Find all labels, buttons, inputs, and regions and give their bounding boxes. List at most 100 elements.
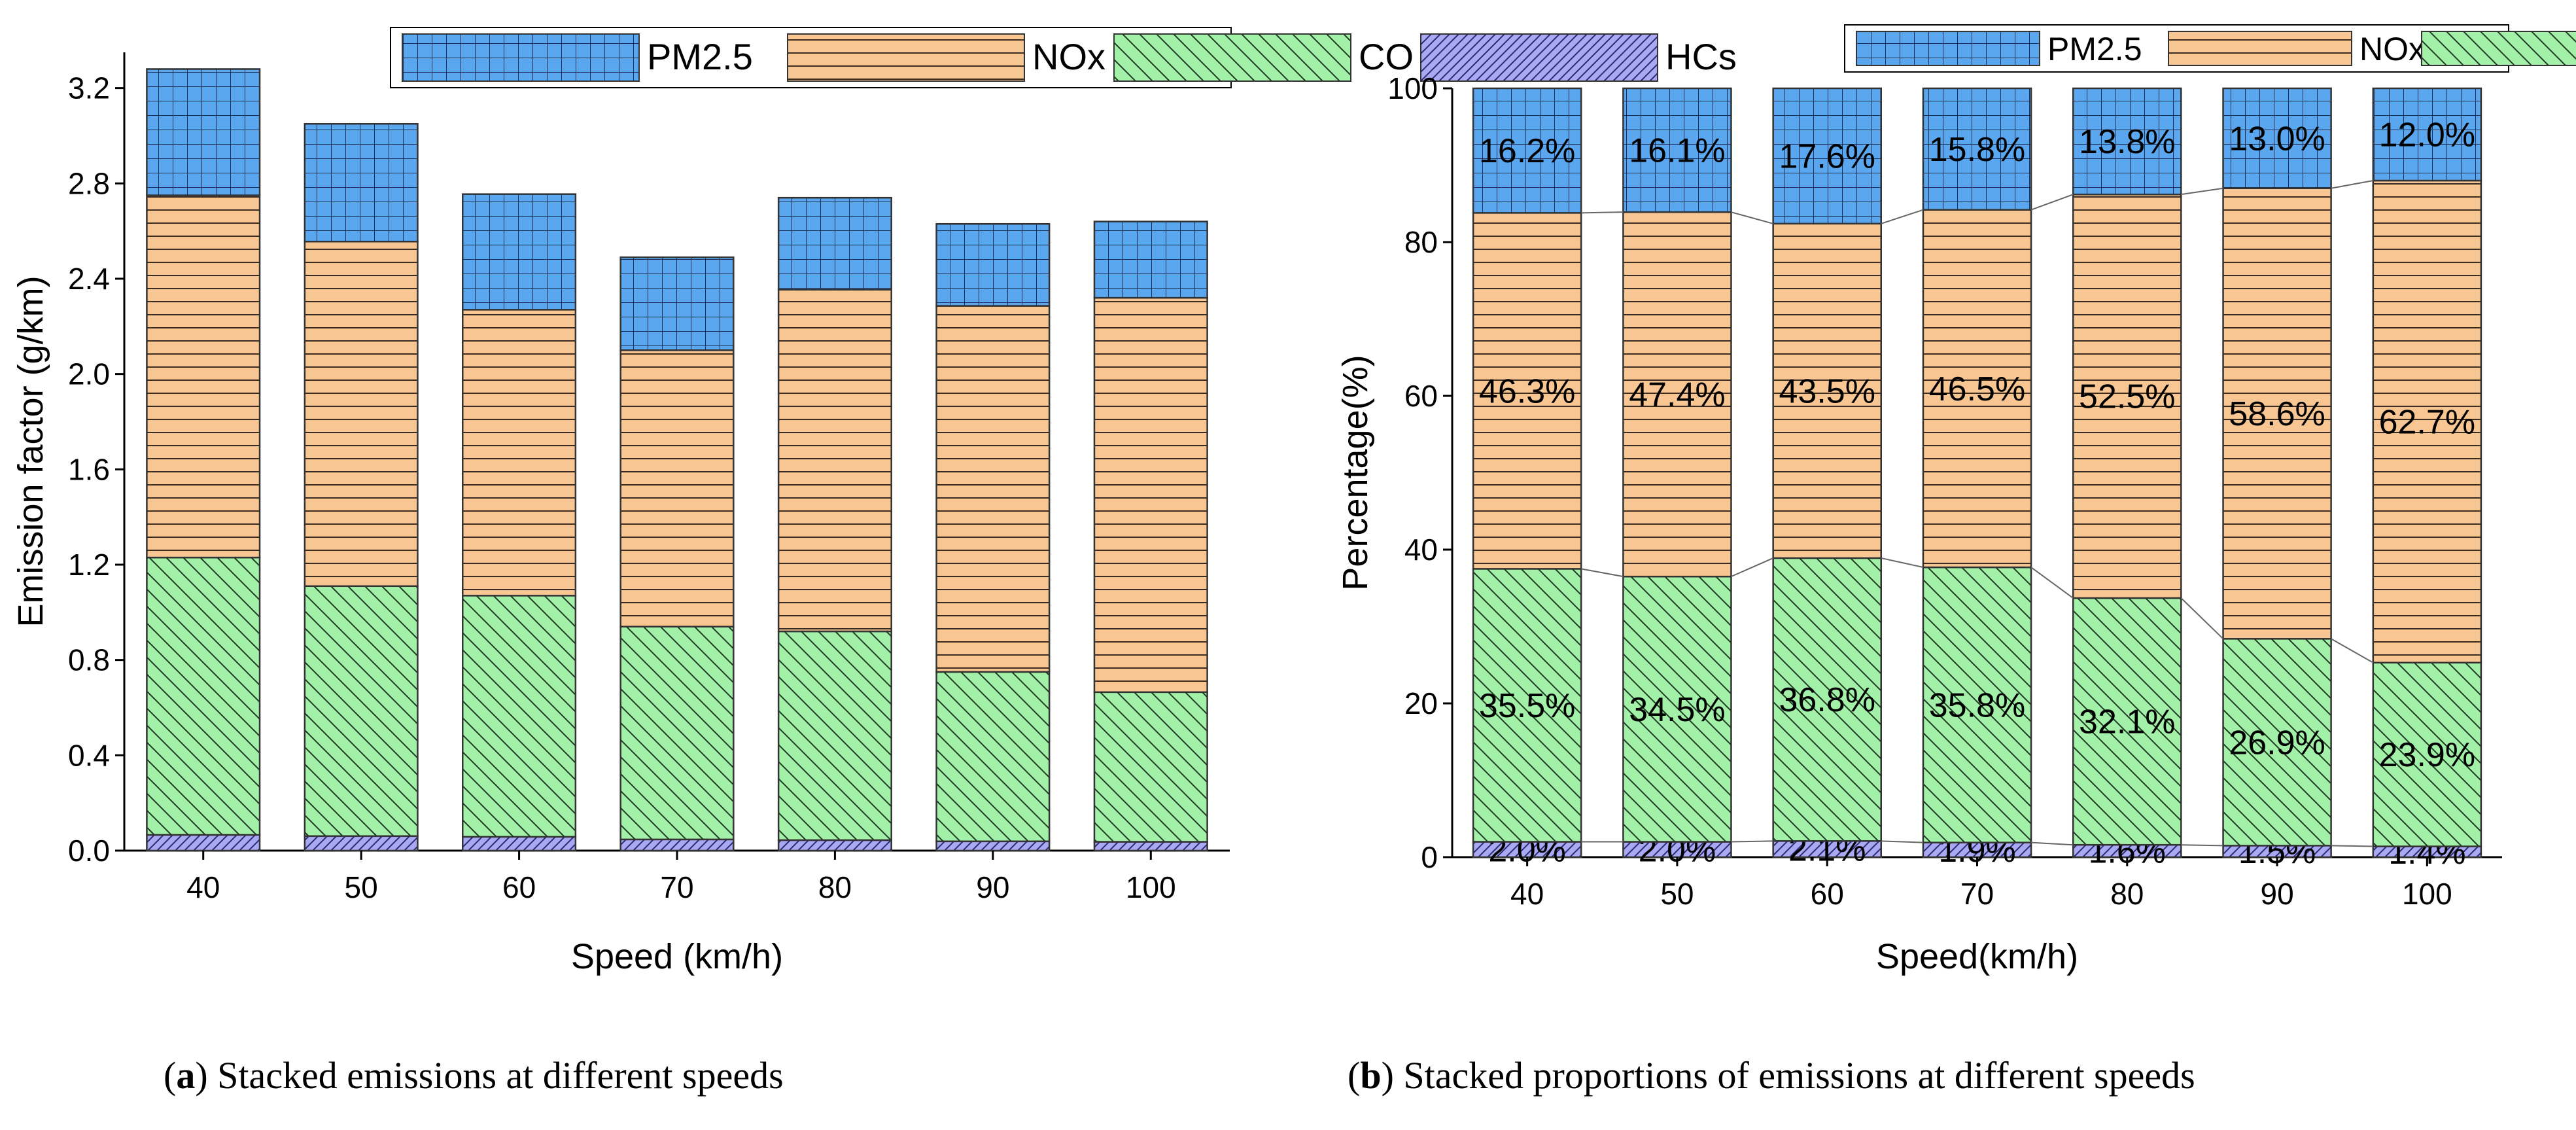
bar-co-70 — [1922, 566, 2032, 843]
y-tick-label: 80 — [1404, 225, 1438, 259]
caption-a: (a) Stacked emissions at different speed… — [164, 1054, 784, 1097]
x-tick-label: 90 — [976, 870, 1009, 904]
legend-swatch-co — [1113, 33, 1351, 82]
legend-label-pm25: PM2.5 — [2047, 31, 2142, 67]
data-label: 17.6% — [1779, 137, 1875, 175]
bar-pm25-90 — [2222, 87, 2332, 189]
legend-swatch-pm25 — [402, 33, 640, 82]
bar-pm25-70 — [1922, 87, 2032, 211]
bar-hcs-60 — [1772, 840, 1883, 858]
connector-line — [2030, 841, 2074, 846]
data-label: 26.9% — [2229, 724, 2325, 762]
data-label: 23.9% — [2379, 736, 2475, 774]
data-label: 32.1% — [2079, 703, 2175, 741]
bar-nox-70 — [619, 349, 735, 627]
x-tick-label: 40 — [186, 870, 220, 904]
legend-label-pm25: PM2.5 — [647, 36, 753, 77]
x-tick-label: 100 — [2402, 877, 2452, 911]
y-tick-label: 20 — [1404, 686, 1438, 720]
connector-line — [1881, 840, 1923, 843]
bar-co-60 — [462, 595, 577, 838]
bar-nox-60 — [462, 309, 577, 597]
chart-a: 0.0 0.4 0.8 1.2 1.6 2.0 2.4 2.8 3.2 40 50 60 70 80 90 1… — [11, 27, 1737, 976]
bar-nox-50 — [1622, 211, 1732, 578]
data-label: 16.1% — [1629, 132, 1725, 170]
y-tick-label: 3.2 — [68, 71, 110, 105]
connector-line — [1581, 568, 1624, 578]
bar-nox-40 — [146, 194, 261, 559]
data-label: 58.6% — [2229, 395, 2325, 433]
caption-b-text: Stacked proportions of emissions at diff… — [1393, 1054, 2195, 1097]
bar-co-90 — [935, 671, 1051, 843]
y-tick-label: 2.0 — [68, 357, 110, 391]
data-label: 15.8% — [1929, 131, 2025, 169]
legend-label-nox: NOx — [2359, 31, 2425, 67]
x-tick-label: 70 — [1960, 877, 1994, 911]
y-tick-label: 2.8 — [68, 166, 110, 200]
data-label: 43.5% — [1779, 372, 1875, 410]
bar-pm25-50 — [304, 123, 419, 243]
connector-line — [2331, 180, 2373, 189]
caption-b-label: b — [1360, 1054, 1382, 1097]
y-tick-label: 2.4 — [68, 262, 110, 296]
y-tick-label: 0.8 — [68, 643, 110, 677]
bar-pm25-90 — [935, 222, 1051, 307]
bar-pm25-50 — [1622, 87, 1732, 213]
connector-line — [1881, 557, 1924, 569]
bar-nox-100 — [1093, 296, 1208, 694]
bar-nox-90 — [935, 305, 1051, 673]
x-tick-label: 40 — [1510, 877, 1544, 911]
bar-co-60 — [1772, 557, 1883, 842]
bar-pm25-60 — [462, 193, 577, 311]
x-tick-label: 60 — [1811, 877, 1844, 911]
bar-hcs-70 — [619, 838, 735, 852]
connector-line — [2181, 187, 2223, 196]
data-label: 13.0% — [2229, 120, 2325, 158]
data-label: 13.8% — [2079, 123, 2175, 161]
figure: 0.0 0.4 0.8 1.2 1.6 2.0 2.4 2.8 3.2 40 50 60 70 80 90 1… — [11, 24, 2576, 976]
x-axis-title: Speed (km/h) — [571, 937, 783, 976]
y-tick-label: 1.2 — [68, 548, 110, 582]
bar-nox-70 — [1922, 209, 2032, 569]
data-label: 34.5% — [1629, 691, 1725, 729]
bar-pm25-40 — [146, 68, 261, 196]
bar-pm25-60 — [1772, 87, 1883, 225]
caption-a-label: a — [176, 1054, 196, 1097]
bar-hcs-80 — [777, 839, 892, 852]
data-label: 46.5% — [1929, 370, 2025, 408]
legend-label-hcs: HCs — [1665, 36, 1737, 77]
data-label: 12.0% — [2379, 116, 2475, 154]
y-tick-label: 0.4 — [68, 738, 110, 772]
connector-line — [2331, 845, 2373, 847]
bar-co-90 — [2222, 638, 2332, 847]
caption-b: (b) Stacked proportions of emissions at … — [1348, 1054, 2195, 1097]
y-tick-label: 60 — [1404, 379, 1438, 413]
data-label: 35.8% — [1929, 686, 2025, 724]
y-axis-title: Emission factor (g/km) — [11, 275, 50, 627]
legend-label-co: CO — [1359, 36, 1414, 77]
y-tick-label: 40 — [1404, 533, 1438, 567]
bar-hcs-60 — [462, 836, 577, 852]
x-tick-label: 100 — [1126, 870, 1176, 904]
bar-hcs-50 — [304, 835, 419, 852]
connector-line — [1731, 557, 1774, 578]
bar-pm25-70 — [619, 256, 735, 351]
connector-line — [2180, 597, 2224, 640]
legend-swatch-hcs — [1420, 33, 1658, 82]
legend-swatch-nox — [2168, 31, 2352, 66]
bar-pm25-100 — [2372, 87, 2482, 182]
y-axis-title: Percentage(%) — [1336, 355, 1375, 590]
bar-co-100 — [2372, 662, 2482, 847]
legend-swatch-pm25 — [1856, 31, 2040, 66]
bar-co-70 — [619, 626, 735, 841]
bar-co-50 — [304, 585, 419, 838]
bar-co-80 — [2072, 597, 2182, 846]
bar-hcs-40 — [146, 834, 261, 852]
x-tick-label: 70 — [660, 870, 693, 904]
bar-nox-50 — [304, 240, 419, 588]
bar-pm25-100 — [1093, 221, 1208, 299]
caption-a-text: Stacked emissions at different speeds — [207, 1054, 784, 1097]
connector-line — [2331, 638, 2374, 663]
bar-nox-80 — [2072, 193, 2182, 599]
bar-co-80 — [777, 630, 892, 841]
